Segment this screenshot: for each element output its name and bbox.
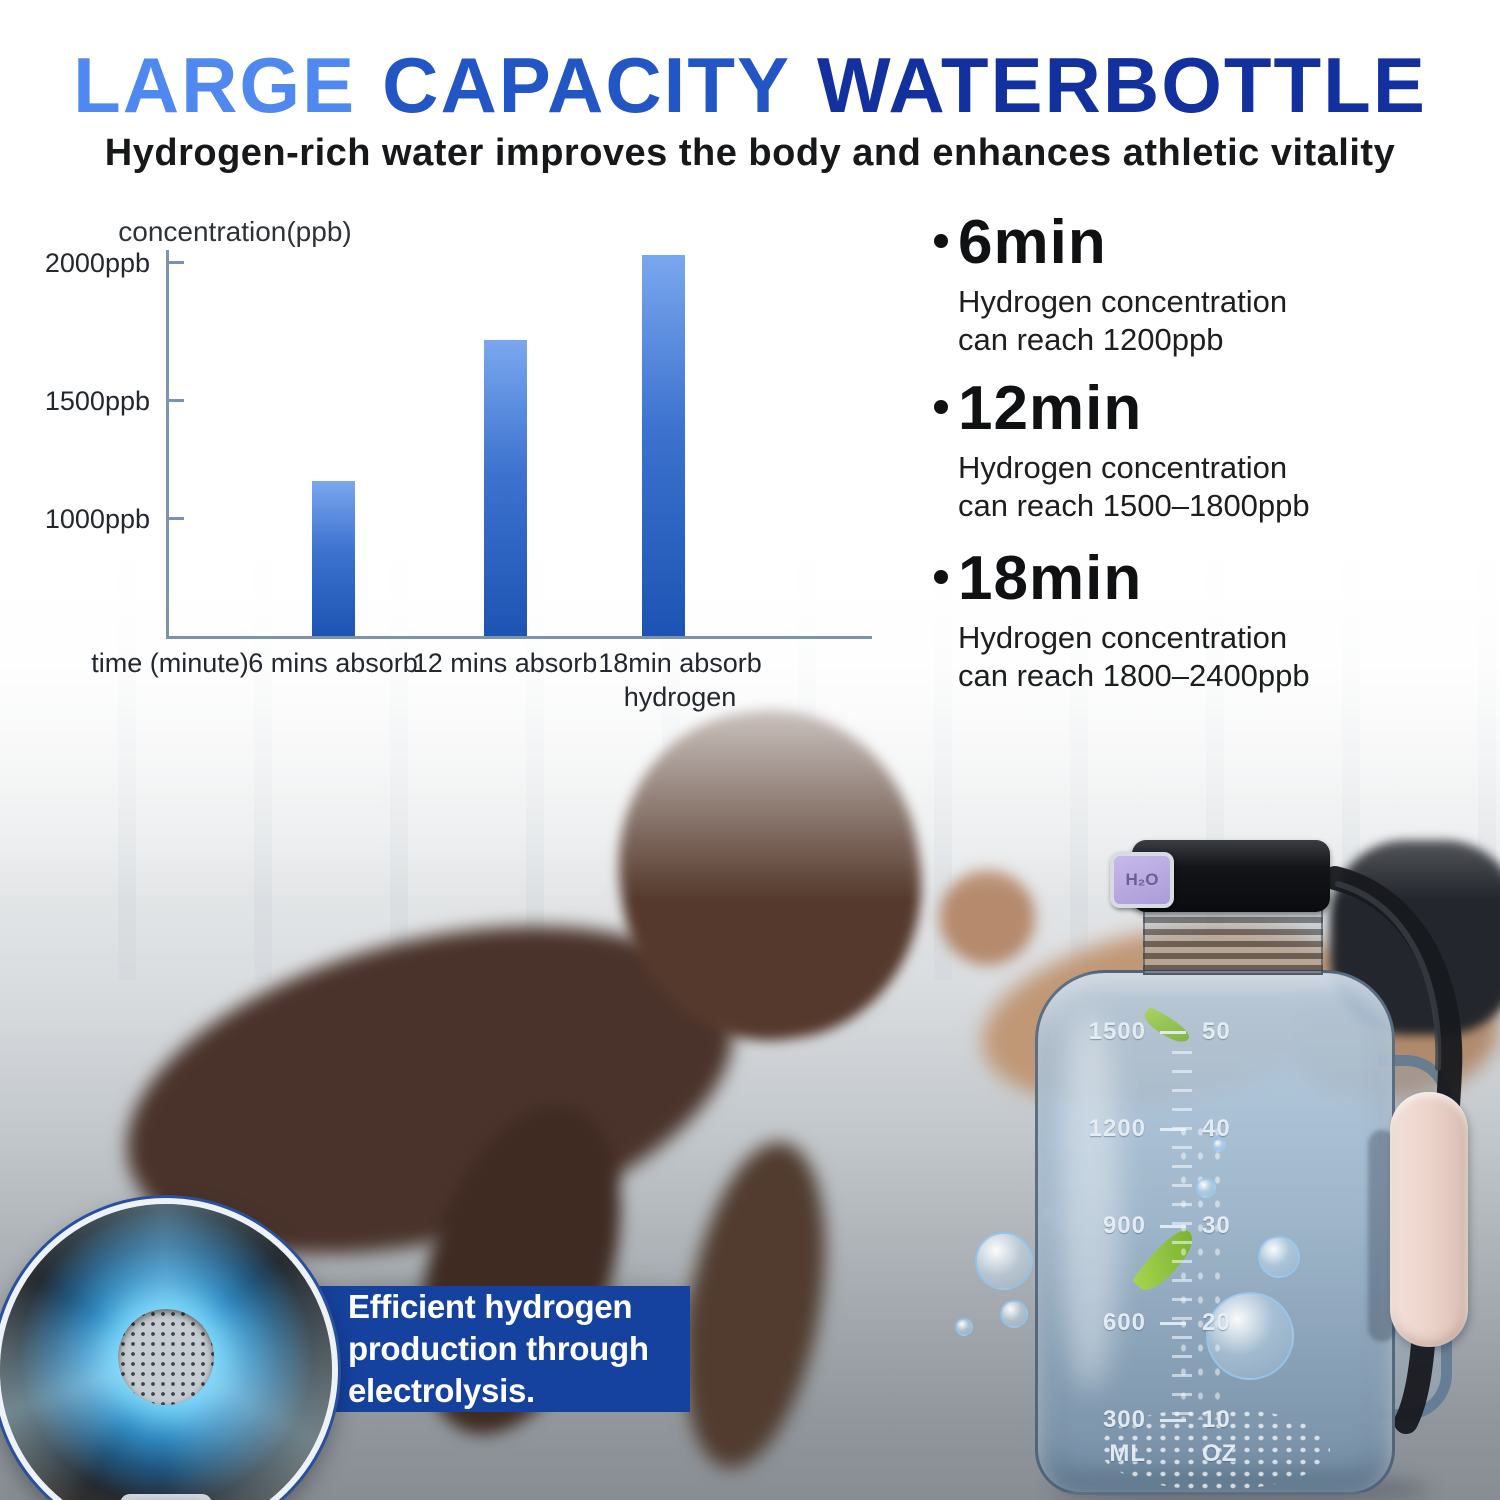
device-latch [120,1494,212,1500]
y-tick-1000 [166,517,184,520]
bottle-highlight [1060,1010,1120,1390]
bubble-icon [1196,1178,1216,1198]
benefit-desc: Hydrogen concentration can reach 1500–180… [958,450,1310,524]
y-tick-label-2000: 2000ppb [44,248,150,278]
hydrogen-water-bottle: 1500 50 1200 40 900 30 600 20 300 10 ML OZ H₂O [960,830,1500,1500]
electrolysis-inset-photo [0,1198,338,1500]
scale-row: 1200 40 [1088,1115,1231,1142]
y-tick-label-1000: 1000ppb [44,504,150,534]
bubble-icon [1212,1138,1226,1152]
x-category-6min: 6 mins absorb [248,648,418,678]
y-tick-2000 [166,261,184,264]
bar-18min [642,255,685,636]
benefit-time: 12min [958,374,1143,443]
page-title: LARGE CAPACITY WATERBOTTLE [0,40,1500,131]
banner-line-2: production through [348,1330,649,1367]
bubble-icon [1258,1236,1300,1278]
h2o-power-button: H₂O [1110,852,1174,908]
benefit-time: 6min [958,208,1107,277]
scale-row: 300 10 [1102,1406,1231,1433]
benefit-time: 18min [958,544,1143,613]
scale-row: 900 30 [1102,1212,1231,1239]
handle-grip [1390,1092,1468,1347]
hydrogen-concentration-chart: concentration(ppb) 2000ppb 1500ppb 1000p… [44,216,872,712]
bar-12min [484,339,527,636]
title-word-3: WATERBOTTLE [817,41,1427,129]
bubble-icon [1206,1292,1294,1380]
banner-line-1: Efficient hydrogen [348,1288,633,1325]
bottle-body [1035,970,1395,1495]
scale-row-units: ML OZ [1109,1440,1238,1467]
bottle-neck-threads [1143,905,1323,975]
bubble-icon [955,1318,973,1336]
benefit-item-12min: 12min Hydrogen concentration can reach 15… [930,376,1400,525]
bullet-dot-icon [934,234,948,248]
bullet-dot-icon [934,570,948,584]
benefit-desc: Hydrogen concentration can reach 1200ppb [958,284,1288,358]
bystander-leg [662,1131,848,1479]
benefit-item-6min: 6min Hydrogen concentration can reach 120… [930,210,1400,359]
x-category-12min: 12 mins absorb [412,648,598,678]
page-subtitle: Hydrogen-rich water improves the body an… [104,132,1396,174]
bubble-vortex-icon [1100,1408,1330,1490]
volume-scale: 1500 50 1200 40 900 30 600 20 300 10 ML OZ [960,830,1500,1500]
scale-row: 600 20 [1102,1309,1231,1336]
bubble-icon [975,1232,1033,1290]
banner-line-3: electrolysis. [348,1372,535,1409]
bullet-dot-icon [934,400,948,414]
chart-y-axis-title: concentration(ppb) [118,216,352,247]
y-tick-1500 [166,399,184,402]
x-axis-label: time (minute) [91,648,249,678]
y-tick-label-1500: 1500ppb [44,386,150,416]
benefit-item-18min: 18min Hydrogen concentration can reach 18… [930,546,1400,695]
chart-x-axis [166,636,872,639]
x-category-18min: 18min absorb hydrogen [598,648,762,712]
title-word-1: LARGE [73,41,357,129]
benefit-desc: Hydrogen concentration can reach 1800–240… [958,620,1310,694]
scale-row: 1500 50 [1088,1018,1231,1045]
electrolysis-banner: Efficient hydrogen production through el… [298,1286,690,1412]
bubble-icon [1000,1300,1028,1328]
chart-y-axis [166,250,169,638]
electrolysis-plate-icon [118,1308,214,1405]
title-word-2: CAPACITY [382,41,792,129]
bar-6min [312,480,355,636]
